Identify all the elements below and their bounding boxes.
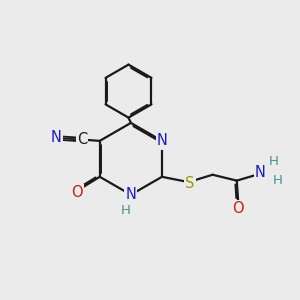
Text: S: S (185, 176, 195, 191)
Text: H: H (269, 155, 279, 168)
Text: O: O (232, 201, 244, 216)
Text: H: H (273, 174, 283, 187)
Text: C: C (77, 132, 87, 147)
Text: N: N (157, 134, 168, 148)
Text: O: O (72, 185, 83, 200)
Text: N: N (255, 166, 266, 181)
Text: N: N (51, 130, 62, 145)
Text: H: H (121, 204, 130, 217)
Text: N: N (125, 187, 136, 202)
